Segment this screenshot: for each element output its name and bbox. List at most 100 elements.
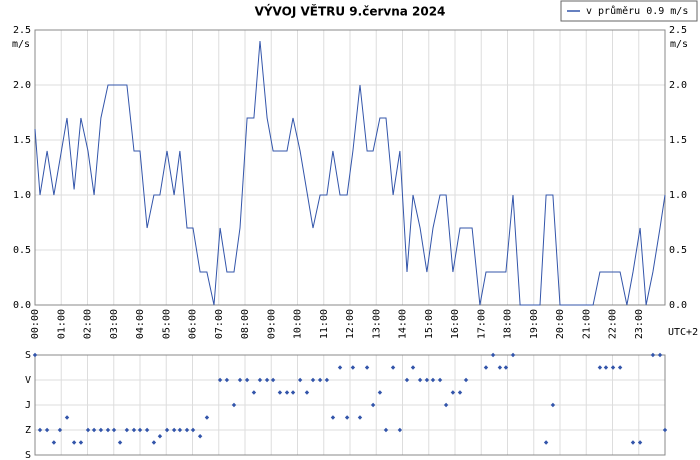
direction-point bbox=[85, 427, 91, 433]
direction-point bbox=[662, 427, 668, 433]
y-tick-label-right: 2.5 bbox=[669, 25, 687, 36]
direction-point bbox=[297, 377, 303, 383]
direction-point bbox=[330, 415, 336, 420]
direction-point bbox=[78, 440, 84, 445]
direction-point bbox=[105, 427, 111, 433]
x-tick-label: 17:00 bbox=[476, 309, 487, 339]
direction-point bbox=[32, 352, 38, 358]
x-tick-label: 13:00 bbox=[371, 309, 382, 339]
direction-point bbox=[244, 377, 250, 383]
x-tick-label: 12:00 bbox=[345, 309, 356, 339]
direction-point bbox=[503, 365, 509, 370]
direction-point bbox=[137, 427, 143, 433]
direction-point bbox=[317, 377, 323, 383]
x-tick-label: 19:00 bbox=[529, 309, 540, 339]
direction-point bbox=[264, 377, 270, 383]
direction-point bbox=[610, 365, 616, 370]
direction-point bbox=[364, 365, 370, 370]
direction-point bbox=[490, 352, 496, 358]
direction-point bbox=[617, 365, 623, 370]
direction-point bbox=[437, 377, 443, 383]
x-tick-label: 20:00 bbox=[555, 309, 566, 339]
direction-point bbox=[304, 390, 310, 395]
direction-point bbox=[177, 427, 183, 433]
direction-point bbox=[430, 377, 436, 383]
x-tick-label: 06:00 bbox=[188, 309, 199, 339]
direction-point bbox=[603, 365, 609, 370]
x-tick-label: 02:00 bbox=[83, 309, 94, 339]
timezone-note: UTC+2 bbox=[668, 327, 698, 338]
direction-point bbox=[497, 365, 503, 370]
y-tick-label: 2.5 bbox=[13, 25, 31, 36]
direction-point bbox=[650, 352, 656, 358]
y-tick-label-right: 0.5 bbox=[669, 245, 687, 256]
direction-point bbox=[131, 427, 137, 433]
y-tick-label: Z bbox=[25, 425, 31, 436]
y-tick-label: S bbox=[25, 450, 31, 460]
direction-point bbox=[630, 440, 636, 445]
direction-point bbox=[377, 390, 383, 395]
x-tick-label: 16:00 bbox=[450, 309, 461, 339]
direction-point bbox=[91, 427, 97, 433]
y-tick-label: 1.0 bbox=[13, 190, 31, 201]
x-tick-label: 08:00 bbox=[240, 309, 251, 339]
direction-point bbox=[51, 440, 57, 445]
x-tick-label: 14:00 bbox=[398, 309, 409, 339]
y-tick-label: 1.5 bbox=[13, 135, 31, 146]
direction-point bbox=[124, 427, 130, 433]
direction-point bbox=[44, 427, 50, 433]
direction-point bbox=[37, 427, 43, 433]
x-tick-label: 01:00 bbox=[56, 309, 67, 339]
direction-point bbox=[337, 365, 343, 370]
legend-box bbox=[560, 0, 698, 22]
direction-point bbox=[350, 365, 356, 370]
chart-title: VÝVOJ VĚTRU 9.června 2024 bbox=[255, 4, 446, 19]
x-tick-label: 21:00 bbox=[581, 309, 592, 339]
x-tick-label: 05:00 bbox=[161, 309, 172, 339]
direction-point bbox=[251, 390, 257, 395]
direction-point bbox=[397, 427, 403, 433]
direction-point bbox=[157, 434, 163, 439]
direction-point bbox=[370, 402, 376, 408]
direction-point bbox=[237, 377, 243, 383]
direction-point bbox=[450, 390, 456, 395]
direction-point bbox=[510, 352, 516, 358]
direction-point bbox=[231, 402, 237, 408]
direction-point bbox=[424, 377, 430, 383]
direction-point bbox=[284, 390, 290, 395]
direction-point bbox=[404, 377, 410, 383]
plot-border bbox=[34, 29, 666, 306]
direction-point bbox=[410, 365, 416, 370]
y-axis-label-right: m/s bbox=[670, 39, 688, 50]
x-tick-label: 09:00 bbox=[266, 309, 277, 339]
x-tick-label: 11:00 bbox=[319, 309, 330, 339]
plot-border bbox=[34, 354, 666, 456]
direction-point bbox=[151, 440, 157, 445]
direction-point bbox=[144, 427, 150, 433]
direction-point bbox=[117, 440, 123, 445]
direction-point bbox=[217, 377, 223, 383]
direction-point bbox=[64, 415, 70, 420]
direction-point bbox=[457, 390, 463, 395]
direction-point bbox=[224, 377, 230, 383]
direction-point bbox=[443, 402, 449, 408]
legend-label: v průměru 0.9 m/s bbox=[586, 5, 688, 17]
direction-point bbox=[57, 427, 63, 433]
direction-point bbox=[310, 377, 316, 383]
direction-point bbox=[344, 415, 350, 420]
direction-point bbox=[417, 377, 423, 383]
y-tick-label: J bbox=[25, 400, 31, 411]
direction-point bbox=[164, 427, 170, 433]
y-tick-label-right: 1.5 bbox=[669, 135, 687, 146]
direction-point bbox=[184, 427, 190, 433]
direction-point bbox=[71, 440, 77, 445]
x-tick-label: 22:00 bbox=[608, 309, 619, 339]
direction-point bbox=[190, 427, 196, 433]
x-tick-label: 18:00 bbox=[503, 309, 514, 339]
direction-point bbox=[270, 377, 276, 383]
y-tick-label-right: 1.0 bbox=[669, 190, 687, 201]
direction-point bbox=[111, 427, 117, 433]
y-tick-label: 0.0 bbox=[13, 300, 31, 311]
y-tick-label: S bbox=[25, 350, 31, 361]
